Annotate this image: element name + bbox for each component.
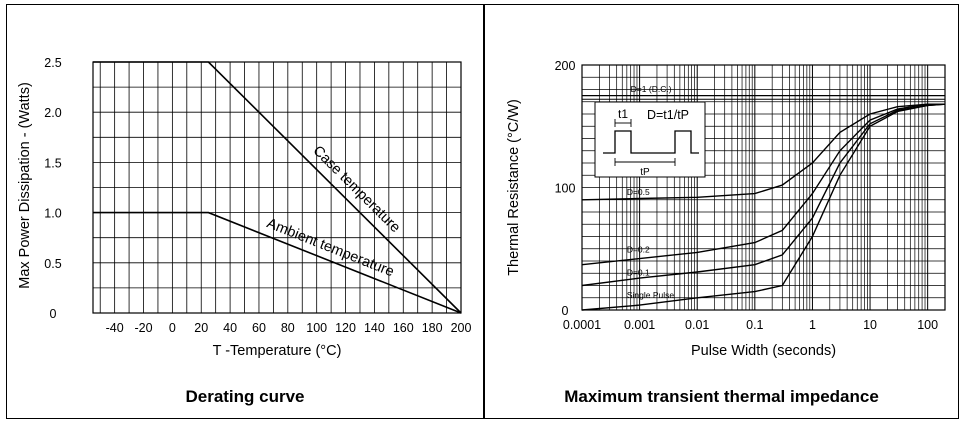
series-label-3: D=0.1	[627, 268, 650, 278]
y-tick-label: 200	[555, 59, 576, 73]
x-tick-label: 120	[335, 321, 356, 335]
x-tick-label: 20	[194, 321, 208, 335]
y-tick-label: 0.5	[44, 257, 61, 271]
y-tick-label: 2.0	[44, 106, 61, 120]
x-tick-label: 0	[169, 321, 176, 335]
x-tick-label: 0.1	[746, 318, 763, 332]
thermal-impedance-caption: Maximum transient thermal impedance	[564, 387, 879, 406]
series-label-2: D=0.2	[627, 244, 650, 254]
thermal-impedance-chart: t1 tP D=t1/tP D=1 (D.C.) D=0.5 D=0.2 D=0.1 Sing…	[506, 59, 946, 359]
x-tick-label: 100	[306, 321, 327, 335]
series-line-2	[581, 103, 945, 266]
series-line-4	[581, 103, 946, 311]
x-tick-label: 60	[252, 321, 266, 335]
y-tick-label: 100	[555, 182, 576, 196]
y-axis-label: Max Power Dissipation - (Watts)	[17, 82, 33, 289]
series-line-3	[581, 103, 946, 287]
inset-box	[594, 101, 706, 178]
thermal-impedance-panel: t1 tP D=t1/tP D=1 (D.C.) D=0.5 D=0.2 D=0.1 Sing…	[484, 4, 959, 419]
y-tick-label: 2.5	[44, 56, 61, 70]
x-tick-label: 160	[393, 321, 414, 335]
y-tick-label: 1.0	[44, 207, 61, 221]
series-label-4: Single Pulse	[627, 290, 675, 300]
series-line-case	[93, 61, 462, 314]
pulse-waveform	[603, 130, 699, 154]
plot-frame	[92, 61, 462, 314]
x-tick-label: -20	[134, 321, 152, 335]
x-tick-label: 80	[281, 321, 295, 335]
x-tick-label: 140	[364, 321, 385, 335]
x-tick-label: 1	[809, 318, 816, 332]
series-label-0: D=1 (D.C.)	[631, 84, 672, 94]
tp-label: tP	[640, 167, 650, 178]
y-tick-label: 1.5	[44, 156, 61, 170]
x-tick-label: 0.01	[685, 318, 709, 332]
x-tick-label: 10	[863, 318, 877, 332]
x-tick-label: 0.001	[624, 318, 655, 332]
series-line-ambient	[93, 211, 462, 314]
x-tick-label: 200	[451, 321, 472, 335]
y-tick-label: 0	[50, 307, 57, 321]
series-label-ambient: Ambient temperature	[264, 215, 396, 280]
t1-label: t1	[618, 107, 628, 121]
x-axis-label: Pulse Width (seconds)	[691, 343, 836, 359]
y-tick-label: 0	[562, 304, 569, 318]
series-label-1: D=0.5	[627, 187, 650, 197]
x-axis-label: T -Temperature (°C)	[213, 343, 342, 359]
derating-panel: -40 -20 0 20 40 60 80 100 120 140 160 180 200 0 0.5 1.0…	[6, 4, 484, 419]
plot-frame	[581, 64, 946, 311]
y-axis-label: Thermal Resistance (°C/W)	[506, 99, 522, 276]
series-line-1	[581, 103, 945, 201]
x-tick-label: 0.0001	[563, 318, 601, 332]
x-tick-label: 180	[422, 321, 443, 335]
x-tick-label: 100	[917, 318, 938, 332]
x-tick-label: -40	[106, 321, 124, 335]
duty-cycle-formula: D=t1/tP	[647, 108, 689, 122]
x-tick-label: 40	[223, 321, 237, 335]
derating-caption: Derating curve	[185, 387, 305, 406]
derating-chart: -40 -20 0 20 40 60 80 100 120 140 160 180 200 0 0.5 1.0…	[17, 56, 472, 359]
